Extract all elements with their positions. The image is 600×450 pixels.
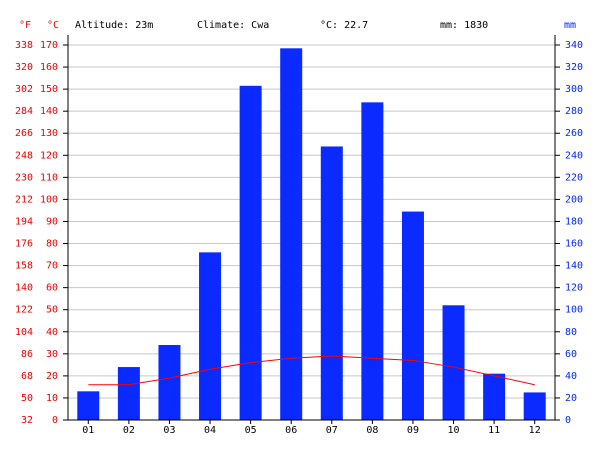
y2-tick-label: 340 (565, 40, 583, 51)
y-tick-label: 110 (40, 172, 58, 183)
x-tick-label: 12 (529, 425, 541, 436)
celsius-unit: °C (47, 20, 59, 31)
y2-tick-label: 0 (565, 415, 571, 426)
bar (158, 345, 181, 420)
bar (523, 392, 546, 420)
x-tick-label: 01 (82, 425, 94, 436)
fahrenheit-unit: °F (19, 20, 31, 31)
y3-tick-label: 176 (15, 239, 33, 250)
y3-tick-label: 320 (15, 62, 33, 73)
y3-tick-label: 158 (15, 261, 33, 272)
altitude: Altitude: 23m (75, 20, 153, 31)
bar (77, 391, 100, 420)
y-tick-label: 20 (46, 371, 58, 382)
y3-tick-label: 302 (15, 84, 33, 95)
y2-tick-label: 120 (565, 283, 583, 294)
y2-tick-label: 140 (565, 261, 583, 272)
x-tick-label: 09 (407, 425, 419, 436)
y2-tick-label: 80 (565, 327, 577, 338)
x-tick-label: 05 (245, 425, 257, 436)
y-tick-label: 50 (46, 305, 58, 316)
y-tick-label: 30 (46, 349, 58, 360)
mm-unit: mm (564, 20, 576, 31)
y-tick-label: 130 (40, 128, 58, 139)
y2-tick-label: 180 (565, 216, 583, 227)
y3-tick-label: 86 (21, 349, 33, 360)
bar (320, 146, 343, 420)
y2-tick-label: 200 (565, 194, 583, 205)
y2-tick-label: 60 (565, 349, 577, 360)
y3-tick-label: 194 (15, 216, 33, 227)
y-tick-label: 40 (46, 327, 58, 338)
bar (280, 48, 303, 420)
x-tick-label: 11 (488, 425, 500, 436)
total-precipitation: mm: 1830 (440, 20, 488, 31)
y3-tick-label: 338 (15, 40, 33, 51)
y-tick-label: 100 (40, 194, 58, 205)
y3-tick-label: 50 (21, 393, 33, 404)
y3-tick-label: 248 (15, 150, 33, 161)
y-tick-label: 80 (46, 239, 58, 250)
x-tick-label: 07 (326, 425, 338, 436)
y2-tick-label: 100 (565, 305, 583, 316)
y-tick-label: 160 (40, 62, 58, 73)
climate: Climate: Cwa (197, 20, 269, 31)
x-tick-label: 08 (366, 425, 378, 436)
y2-tick-label: 160 (565, 239, 583, 250)
bar (199, 252, 222, 420)
x-tick-label: 10 (448, 425, 460, 436)
x-tick-label: 02 (123, 425, 135, 436)
y-tick-label: 70 (46, 261, 58, 272)
x-tick-label: 04 (204, 425, 216, 436)
y3-tick-label: 212 (15, 194, 33, 205)
temperature-line (88, 355, 535, 386)
y-tick-label: 150 (40, 84, 58, 95)
y2-tick-label: 20 (565, 393, 577, 404)
y2-tick-label: 320 (565, 62, 583, 73)
bar (401, 211, 424, 420)
y-tick-label: 10 (46, 393, 58, 404)
y3-tick-label: 32 (21, 415, 33, 426)
y-tick-label: 90 (46, 216, 58, 227)
y2-tick-label: 40 (565, 371, 577, 382)
bar (361, 102, 384, 421)
x-tick-label: 06 (285, 425, 297, 436)
y2-tick-label: 280 (565, 106, 583, 117)
y2-tick-label: 220 (565, 172, 583, 183)
x-tick-label: 03 (163, 425, 175, 436)
y2-tick-label: 300 (565, 84, 583, 95)
y3-tick-label: 68 (21, 371, 33, 382)
y-tick-label: 60 (46, 283, 58, 294)
y-tick-label: 170 (40, 40, 58, 51)
y-tick-label: 0 (52, 415, 58, 426)
y3-tick-label: 140 (15, 283, 33, 294)
y2-tick-label: 260 (565, 128, 583, 139)
bar (442, 305, 465, 420)
y-tick-label: 120 (40, 150, 58, 161)
bar (483, 373, 506, 420)
y3-tick-label: 104 (15, 327, 33, 338)
y3-tick-label: 284 (15, 106, 33, 117)
y-tick-label: 140 (40, 106, 58, 117)
y3-tick-label: 266 (15, 128, 33, 139)
y3-tick-label: 122 (15, 305, 33, 316)
bar (117, 367, 140, 420)
mean-temperature: °C: 22.7 (320, 20, 368, 31)
y2-tick-label: 240 (565, 150, 583, 161)
y3-tick-label: 230 (15, 172, 33, 183)
bar (239, 85, 262, 420)
